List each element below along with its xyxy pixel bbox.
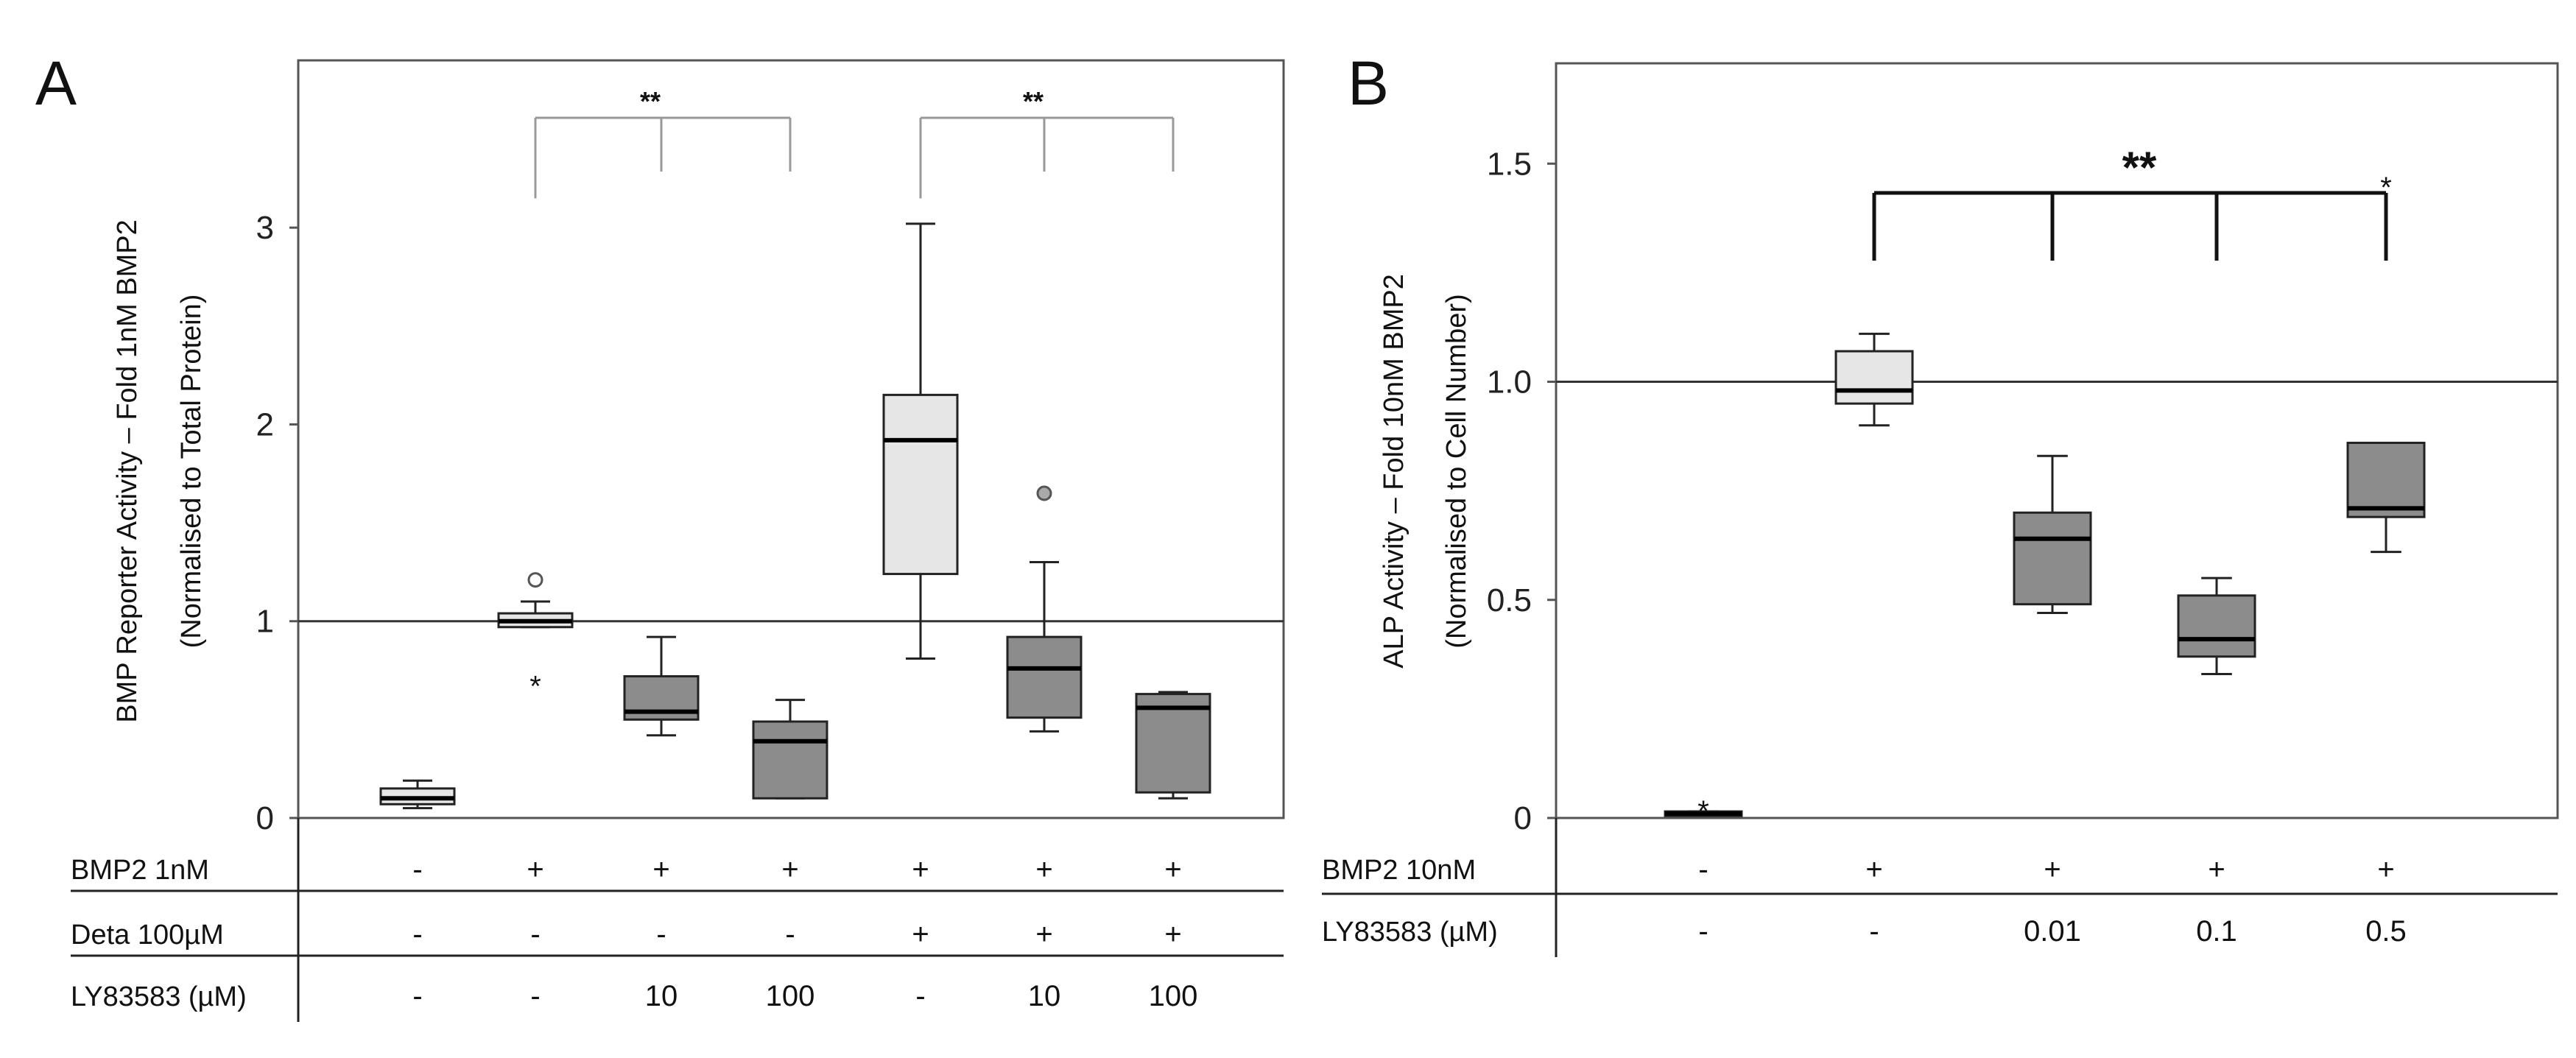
panel-a-condition-value: + (1035, 918, 1052, 951)
panel-a-significance-label: ** (1023, 86, 1044, 116)
panel-b-condition-value: - (1869, 915, 1879, 948)
panel-a-condition-value: - (412, 980, 422, 1012)
panel-a-outlier-point (527, 572, 543, 588)
panel-b-box-group (2013, 454, 2092, 615)
panel-b-significance-label: ** (2122, 143, 2157, 192)
panel-a-condition-value: 100 (1149, 980, 1198, 1012)
panel-a-condition-value: - (915, 980, 925, 1012)
panel-a-box-group (1135, 691, 1211, 800)
panel-a-box-group (379, 779, 456, 810)
panel-b-extreme-point: * (2380, 172, 2392, 204)
panel-b-ylabel-line1: ALP Activity – Fold 10nM BMP2 (1379, 274, 1410, 669)
panel-a-box-group: * (497, 572, 574, 702)
panel-a-condition-value: - (656, 918, 666, 951)
panel-a-box-group (882, 222, 959, 660)
panel-a-condition-value: + (1164, 853, 1181, 886)
panel-a-ytick-label: 3 (256, 210, 274, 246)
panel-b: B ALP Activity – Fold 10nM BMP2 (Normali… (1322, 49, 2559, 957)
panel-a-condition-value: 100 (766, 980, 815, 1012)
panel-a-condition-value: - (412, 918, 422, 951)
panel-a-condition-value: + (781, 853, 798, 886)
panel-a-significance-bracket: ** (919, 86, 1175, 199)
panel-a-condition-value: + (1164, 918, 1181, 951)
panel-a-ytick-label: 1 (256, 604, 274, 640)
panel-b-condition-value: + (2377, 853, 2394, 886)
panel-a-box (1135, 693, 1211, 794)
panel-b-ytick-label: 0.5 (1487, 582, 1532, 618)
panel-b-box-group (2177, 576, 2256, 675)
panel-b-ylabel-line2: (Normalised to Cell Number) (1441, 294, 1472, 648)
panel-a-condition-label: Deta 100µM (71, 920, 224, 951)
panel-b-ytick-label: 1.0 (1487, 364, 1532, 401)
panel-b-condition-label: LY83583 (µM) (1322, 917, 1498, 948)
panel-b-condition-value: 0.01 (2024, 915, 2081, 948)
panel-b-plot-frame (1555, 62, 2559, 819)
panel-a-ylabel-line1: BMP Reporter Activity – Fold 1nM BMP2 (112, 219, 143, 723)
panel-a-box-group (1006, 485, 1083, 733)
panel-a-box (1006, 635, 1083, 719)
panel-b-condition-value: - (1698, 853, 1708, 886)
panel-a-box (752, 720, 828, 800)
panel-b-extreme-point: * (1697, 795, 1709, 828)
panel-b-condition-value: - (1698, 915, 1708, 948)
panel-a-condition-value: 10 (645, 980, 678, 1012)
panel-a: A BMP Reporter Activity – Fold 1nM BMP2 … (35, 49, 1285, 1022)
panel-b-condition-label: BMP2 10nM (1322, 855, 1476, 886)
panel-b-box (2013, 511, 2092, 606)
panel-b-box-group: * (2346, 172, 2426, 554)
panel-b-box (2177, 594, 2256, 658)
panel-b-box (2346, 441, 2426, 518)
panel-a-significance-bracket: ** (534, 86, 792, 199)
panel-b-significance-bracket: ** (1872, 143, 2388, 261)
panel-a-ytick-label: 2 (256, 406, 274, 442)
panel-b-letter: B (1348, 49, 1389, 118)
panel-a-condition-value: + (527, 853, 543, 886)
panel-a-condition-value: - (785, 918, 795, 951)
panel-a-letter: A (35, 49, 77, 118)
panel-b-condition-value: + (2208, 853, 2225, 886)
panel-b-condition-value: + (2044, 853, 2061, 886)
panel-b-box (1834, 350, 1914, 405)
panel-a-box (882, 393, 959, 576)
panel-a-box-group (752, 699, 828, 800)
panel-b-box-group: * (1664, 795, 1743, 828)
panel-a-extreme-point: * (529, 670, 541, 702)
panel-a-plot-frame (297, 59, 1285, 819)
panel-a-outlier-point (1036, 485, 1052, 501)
panel-a-condition-label: BMP2 1nM (71, 855, 209, 886)
panel-b-ytick-label: 0 (1514, 800, 1532, 836)
panel-a-condition-value: - (530, 918, 540, 951)
panel-a-condition-value: + (912, 918, 929, 951)
panel-a-ytick-label: 0 (256, 800, 274, 836)
panel-b-box-group (1834, 332, 1914, 427)
panel-a-significance-label: ** (640, 86, 661, 116)
panel-b-condition-value: 0.5 (2365, 915, 2407, 948)
panel-b-condition-value: + (1865, 853, 1882, 886)
panel-a-ylabel-line2: (Normalised to Total Protein) (176, 295, 207, 649)
panel-a-condition-value: - (412, 853, 422, 886)
panel-a-condition-value: - (530, 980, 540, 1012)
panel-a-box-group (623, 635, 700, 737)
panel-b-ytick-label: 1.5 (1487, 146, 1532, 182)
panel-a-condition-value: + (912, 853, 929, 886)
panel-a-condition-value: 10 (1028, 980, 1061, 1012)
panel-a-condition-value: + (1035, 853, 1052, 886)
panel-a-condition-value: + (652, 853, 669, 886)
panel-a-condition-label: LY83583 (µM) (71, 981, 247, 1012)
panel-b-condition-value: 0.1 (2196, 915, 2237, 948)
